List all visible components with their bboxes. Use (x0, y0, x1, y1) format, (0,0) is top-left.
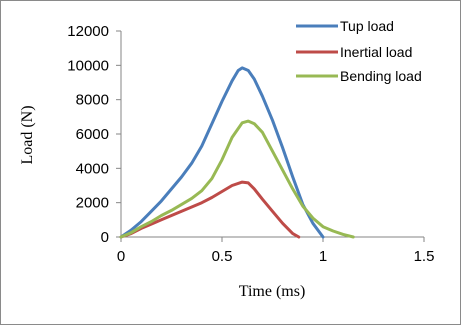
y-tick-label: 8000 (76, 92, 109, 109)
legend-label-inertial-load: Inertial load (340, 44, 412, 60)
y-tick-label: 4000 (76, 160, 109, 177)
y-tick-label: 12000 (67, 23, 109, 40)
x-axis-label: Time (ms) (239, 283, 306, 300)
series-line-bending-load (119, 119, 355, 239)
y-tick-label: 10000 (67, 57, 109, 74)
x-tick-label: 0.5 (212, 248, 233, 265)
legend-label-bending-load: Bending load (340, 68, 422, 84)
x-tick-label: 0 (117, 248, 125, 265)
x-ticks: 0 0.5 1 1.5 (117, 237, 435, 265)
x-tick-label: 1.5 (414, 248, 435, 265)
y-ticks: 0 2000 4000 6000 8000 10000 12000 (67, 23, 121, 246)
legend: Tup load Inertial load Bending load (296, 18, 422, 84)
y-axis-label: Load (N) (19, 105, 36, 164)
series-line-inertial-load (119, 180, 301, 239)
series-line-tup-load (119, 66, 325, 239)
axes (120, 31, 424, 238)
series-layer (119, 66, 355, 239)
y-tick-label: 0 (101, 229, 109, 246)
y-tick-label: 6000 (76, 126, 109, 143)
legend-label-tup-load: Tup load (340, 18, 394, 34)
y-tick-label: 2000 (76, 195, 109, 212)
x-tick-label: 1 (319, 248, 327, 265)
